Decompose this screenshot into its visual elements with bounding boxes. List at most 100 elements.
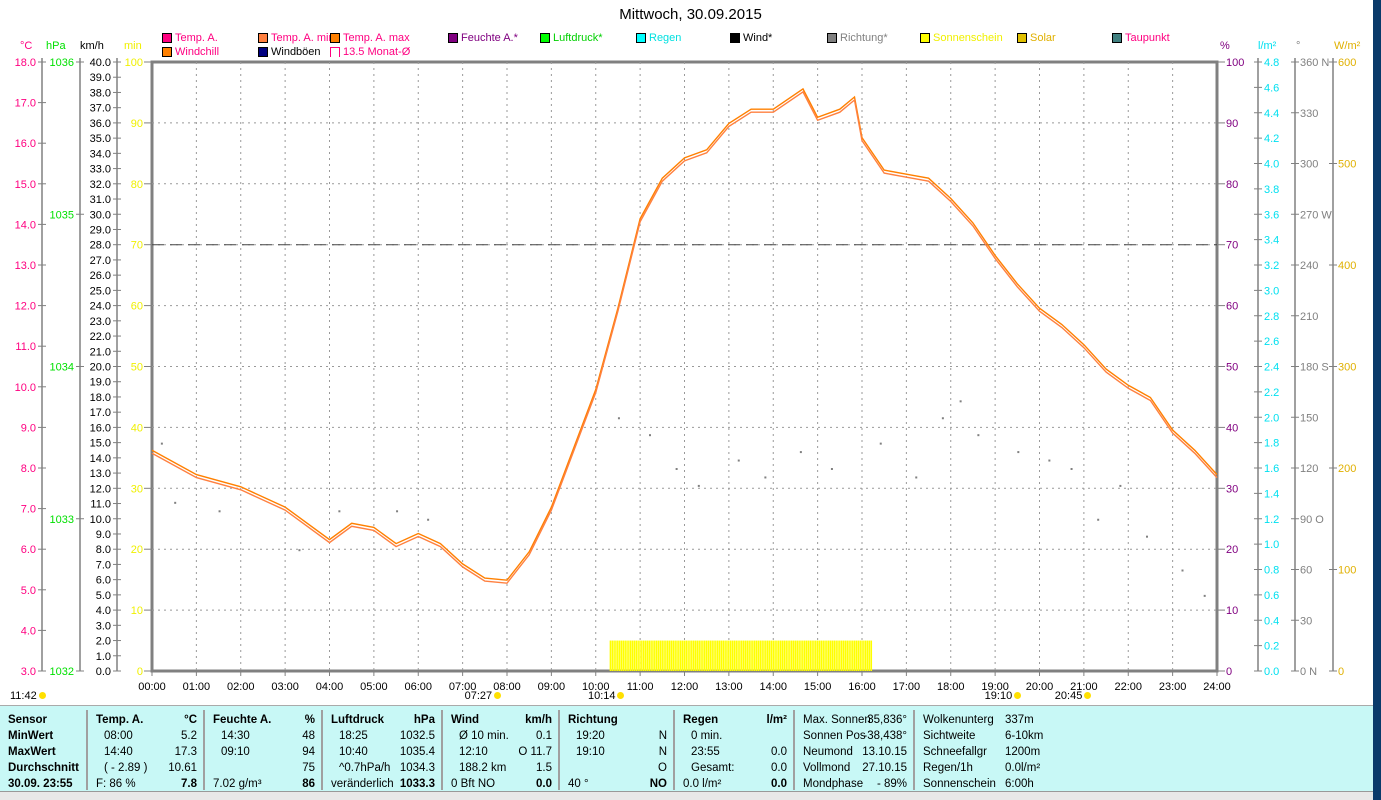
axis-tick-label: 8.0 [21, 463, 36, 475]
panel-row: O [568, 762, 667, 778]
direction-dot [427, 518, 430, 521]
sun-event: 20:45 [1055, 690, 1092, 702]
axis-tick-label: 13.0 [90, 468, 111, 480]
direction-dot [1181, 569, 1184, 572]
axis-tick-label: 10.0 [15, 382, 36, 394]
panel-row: ^0.7hPa/h 1034.3 [331, 762, 435, 778]
axis-tick-label: 36.0 [90, 118, 111, 130]
panel-value-time: 09:10 [221, 746, 250, 758]
legend-item: Windböen [258, 46, 321, 58]
x-tick-label: 17:00 [893, 681, 921, 693]
axis-tick-label: 1.6 [1264, 463, 1279, 475]
axis-tick-label: 0.2 [1264, 641, 1279, 653]
sun-event: 07:27 [465, 690, 502, 702]
axis-tick-label: 31.0 [90, 194, 111, 206]
panel-value: 94 [302, 746, 315, 758]
axis-tick-label: 4.0 [1264, 159, 1279, 171]
axis-tick-label: 240 [1300, 260, 1318, 272]
axis-tick-label: 20.0 [90, 362, 111, 374]
panel-row: Mondphase - 89% [803, 778, 907, 794]
axis-tick-label: 40 [131, 422, 143, 434]
direction-dot [1097, 518, 1100, 521]
legend-swatch [1112, 33, 1122, 43]
axis-tick-label: 1.0 [1264, 539, 1279, 551]
direction-dot [649, 434, 651, 437]
axis-tick-label: 150 [1300, 412, 1318, 424]
x-tick-label: 10:00 [582, 681, 610, 693]
axis-tick-label: 30 [131, 483, 143, 495]
legend-label: Temp. A. [175, 32, 218, 44]
axis-tick-label: 14.0 [15, 219, 36, 231]
panel-column-dir: Richtung 19:20 N 19:10 N O 40 ° NO [560, 710, 675, 790]
axis-tick-label: 6.0 [21, 544, 36, 556]
axis-tick-label: 80 [131, 179, 143, 191]
axis-tick-label: 360 N [1300, 57, 1329, 69]
axis-tick-label: 2.0 [96, 636, 111, 648]
axis-tick-label: 2.4 [1264, 362, 1279, 374]
x-tick-label: 08:00 [493, 681, 521, 693]
axis-tick-label: 60 [131, 301, 143, 313]
panel-label: Sonnenschein [923, 778, 996, 790]
panel-row: Schneefallgr 1200m [923, 746, 1054, 762]
panel-row: MinWert [8, 730, 80, 746]
axis-tick-label: 11.0 [15, 341, 36, 353]
legend-swatch [330, 47, 340, 57]
panel-value-time: 7.02 g/m³ [213, 778, 262, 790]
panel-label: Max. Sonnen [803, 714, 871, 726]
panel-column-temp: Temp. A. °C 08:00 5.2 14:40 17.3 ( - 2.89 ) 10.… [88, 710, 205, 790]
sun-icon [1084, 692, 1092, 699]
axis-tick-label: 500 [1338, 159, 1356, 171]
axis-tick-label: 14.0 [90, 453, 111, 465]
unit-min: min [124, 40, 142, 52]
panel-row: 12:10 O 11.7 [451, 746, 552, 762]
legend-label: Feuchte A.* [461, 32, 518, 44]
panel-value-time: F: 86 % [96, 778, 136, 790]
legend-swatch [540, 33, 550, 43]
panel-row: Sichtweite 6-10km [923, 730, 1054, 746]
x-tick-label: 14:00 [759, 681, 787, 693]
direction-dot [1146, 535, 1148, 538]
axis-tick-label: 30 [1300, 615, 1312, 627]
sun-event-time: 10:14 [587, 690, 616, 702]
axis-tick-label: 3.2 [1264, 260, 1279, 272]
panel-value: 7.8 [181, 778, 197, 790]
panel-value-time: 12:10 [459, 746, 488, 758]
axis-tick-label: 4.2 [1264, 133, 1279, 145]
axis-tick-label: 50 [1226, 362, 1238, 374]
panel-value: 6-10km [1005, 730, 1044, 742]
panel-row: 14:30 48 [213, 730, 315, 746]
direction-dot [1070, 468, 1073, 470]
axis-tick-label: 33.0 [90, 164, 111, 176]
legend-swatch [162, 47, 172, 57]
panel-row: 40 ° NO [568, 778, 667, 794]
axis-tick-label: 9.0 [21, 422, 36, 434]
panel-value: 1034.3 [399, 762, 435, 774]
axis-tick-label: 18.0 [15, 57, 36, 69]
chart-title: Mittwoch, 30.09.2015 [619, 6, 762, 23]
axis-tick-label: 5.0 [21, 585, 36, 597]
axis-tick-label: 4.0 [96, 605, 111, 617]
axis-tick-label: 70 [131, 240, 143, 252]
panel-value: 0.1 [536, 730, 552, 742]
panel-row: Regen/1h 0.0l/m² [923, 762, 1054, 778]
panel-row: 19:10 N [568, 746, 667, 762]
axis-tick-label: 30.0 [90, 209, 111, 221]
axis-tick-label: 21.0 [90, 346, 111, 358]
panel-value-time: 40 ° [568, 778, 589, 790]
direction-dot [915, 476, 918, 479]
plot-area [150, 60, 1219, 673]
axis-tick-label: 2.2 [1264, 387, 1279, 399]
panel-label: Regen/1h [923, 762, 973, 774]
panel-value: 27.10.15 [862, 762, 907, 774]
panel-value: 0.0 [536, 778, 552, 790]
sun-icon [38, 692, 46, 699]
panel-label: Mondphase [803, 778, 864, 790]
panel-value: O [658, 762, 667, 774]
axis-tick-label: 39.0 [90, 72, 111, 84]
axis-tick-label: 34.0 [90, 148, 111, 160]
direction-dot [675, 468, 678, 470]
axis-tick-label: 27.0 [90, 255, 111, 267]
panel-value: -38,438° [863, 730, 907, 742]
series-temp-min [151, 90, 1218, 584]
panel-header: Wind [451, 714, 479, 726]
